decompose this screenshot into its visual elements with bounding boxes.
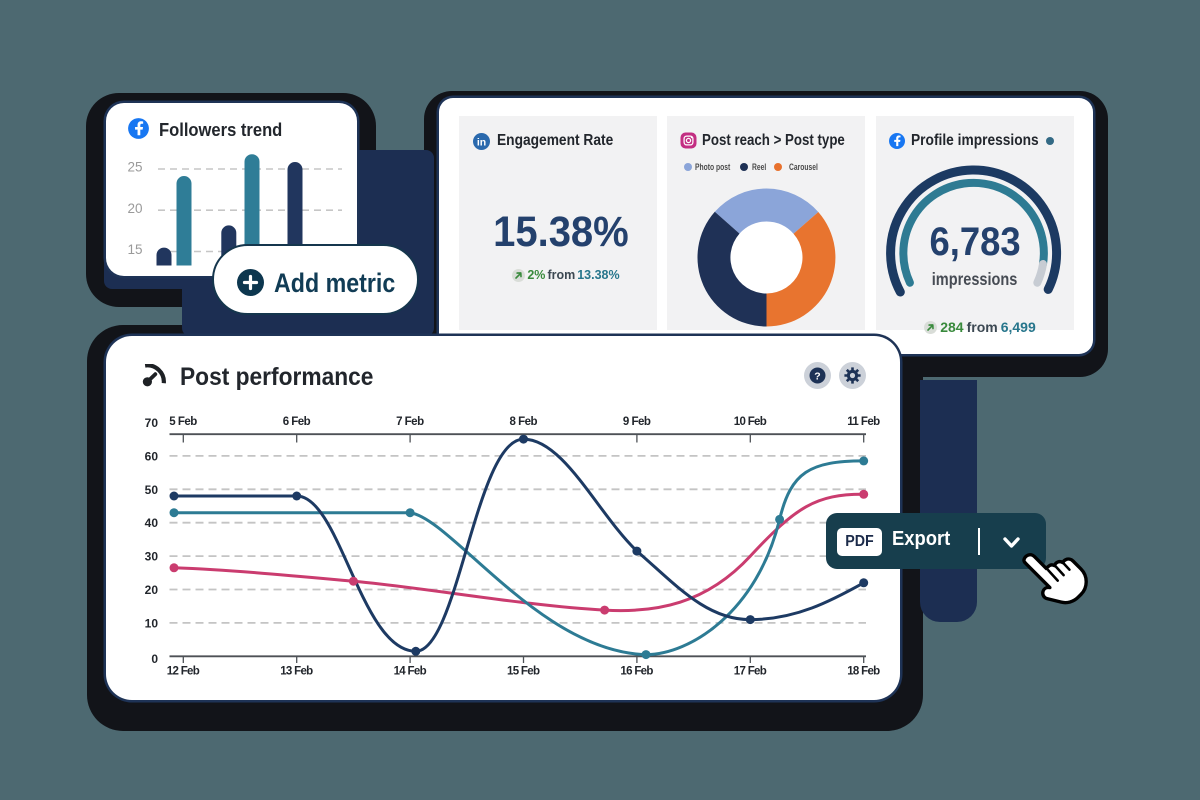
svg-text:60: 60: [145, 449, 159, 463]
svg-text:50: 50: [145, 483, 159, 497]
svg-text:10 Feb: 10 Feb: [734, 416, 767, 428]
svg-text:70: 70: [145, 416, 159, 430]
svg-text:18 Feb: 18 Feb: [847, 666, 880, 678]
svg-text:20: 20: [145, 583, 159, 597]
svg-text:?: ?: [814, 370, 820, 382]
svg-text:12 Feb: 12 Feb: [167, 666, 200, 678]
svg-text:13 Feb: 13 Feb: [280, 666, 313, 678]
svg-text:9 Feb: 9 Feb: [623, 416, 651, 428]
svg-text:16 Feb: 16 Feb: [620, 666, 653, 678]
svg-text:15: 15: [127, 242, 142, 257]
svg-text:6 Feb: 6 Feb: [283, 416, 311, 428]
svg-text:17 Feb: 17 Feb: [734, 666, 767, 678]
svg-text:10: 10: [145, 616, 159, 630]
svg-text:30: 30: [145, 550, 159, 564]
svg-text:8 Feb: 8 Feb: [510, 416, 538, 428]
svg-text:25: 25: [127, 160, 142, 175]
svg-text:40: 40: [145, 516, 159, 530]
svg-text:14 Feb: 14 Feb: [394, 666, 427, 678]
svg-text:11 Feb: 11 Feb: [847, 416, 880, 428]
svg-text:5 Feb: 5 Feb: [169, 416, 197, 428]
svg-text:15 Feb: 15 Feb: [507, 666, 540, 678]
svg-text:in: in: [477, 136, 486, 148]
svg-text:0: 0: [151, 652, 158, 666]
svg-text:20: 20: [127, 201, 142, 216]
svg-text:7 Feb: 7 Feb: [396, 416, 424, 428]
